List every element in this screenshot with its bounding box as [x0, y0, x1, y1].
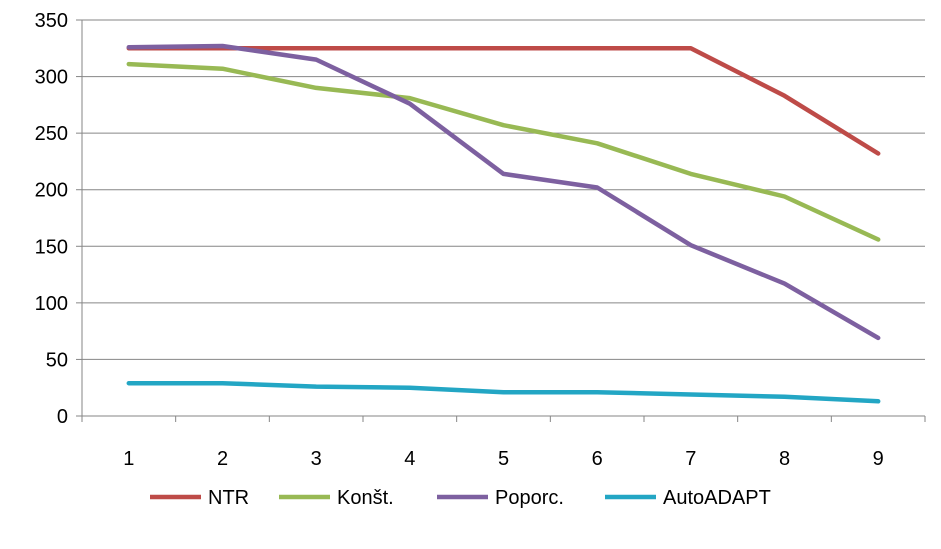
axes: 0 50 100 150 200 250 300 350 1 2 3 4 5 6 7 8 9 — [35, 10, 926, 470]
gridlines — [82, 19, 925, 360]
legend-label: AutoADAPT — [663, 487, 771, 509]
legend-label: Poporc. — [495, 487, 564, 509]
legend-label: Konšt. — [337, 487, 394, 509]
series-line-ntr — [126, 46, 881, 156]
y-tick-label: 200 — [35, 180, 68, 202]
x-tick-label: 8 — [779, 448, 790, 470]
y-tick-label: 150 — [35, 236, 68, 258]
y-tick-label: 50 — [46, 349, 68, 371]
legend-label: NTR — [208, 487, 249, 509]
y-tick-label: 350 — [35, 10, 68, 32]
x-tick-label: 3 — [311, 448, 322, 470]
y-tick-label: 100 — [35, 293, 68, 315]
x-tick-label: 4 — [404, 448, 415, 470]
series-line-poporc — [126, 43, 881, 341]
x-tick-label: 6 — [592, 448, 603, 470]
x-tick-label: 5 — [498, 448, 509, 470]
series-line-autoadapt — [126, 380, 881, 404]
x-tick-label: 2 — [217, 448, 228, 470]
y-tick-label: 250 — [35, 123, 68, 145]
x-tick-label: 9 — [873, 448, 884, 470]
x-tick-label: 7 — [685, 448, 696, 470]
y-tick-label: 300 — [35, 67, 68, 89]
y-tick-label: 0 — [57, 406, 68, 428]
series-lines — [126, 43, 881, 404]
series-line-kon-t — [126, 61, 881, 242]
legend: NTR Konšt. Poporc. AutoADAPT — [150, 487, 771, 509]
x-tick-label: 1 — [123, 448, 134, 470]
